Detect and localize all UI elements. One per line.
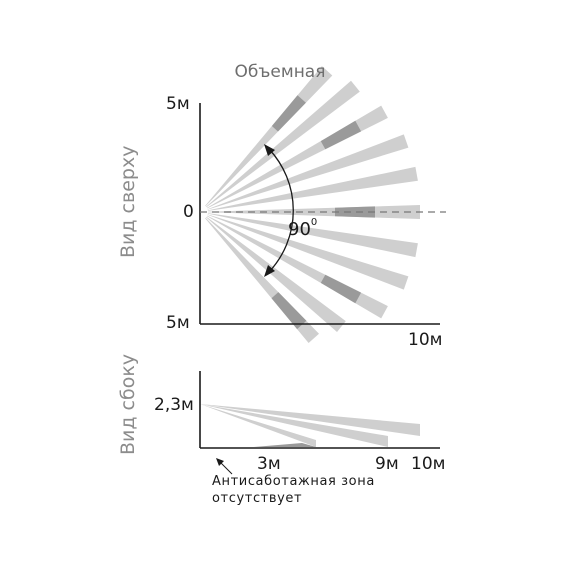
note-pointer-arrow	[216, 458, 224, 466]
side-view-beams	[200, 404, 420, 447]
side-view-label: Вид сбоку	[117, 353, 139, 455]
top-beam-dark-segment	[320, 120, 362, 150]
top-beam-dark-segment	[320, 274, 362, 304]
angle-arrow-top	[264, 144, 275, 156]
top-view-label: Вид сверху	[117, 145, 139, 258]
top-beam	[206, 216, 346, 332]
top-beam-dark-segment	[335, 206, 375, 218]
top-beam	[207, 213, 418, 258]
side-view-tick-10m: 10м	[411, 454, 446, 474]
top-beam	[206, 80, 360, 208]
side-beam-short	[200, 404, 316, 447]
top-view-zero-label: 0	[183, 202, 194, 222]
side-beam-mid	[200, 404, 388, 447]
angle-unit: 0	[310, 217, 318, 228]
angle-value: 90	[288, 219, 311, 240]
anti-sabotage-note-line1: Антисаботажная зона	[212, 474, 375, 489]
side-view-tick-3m: 3м	[257, 454, 281, 474]
angle-arrow-bottom	[264, 265, 275, 277]
side-view-height-label: 2,3м	[154, 395, 194, 415]
side-view-tick-9m: 9м	[375, 454, 399, 474]
top-view-y-bottom-label: 5м	[166, 313, 190, 333]
angle-label: 900	[288, 217, 318, 240]
top-view-x-end-label: 10м	[408, 330, 443, 350]
top-beam	[207, 166, 418, 211]
top-beam	[207, 134, 409, 210]
diagram-title: Объемная	[234, 62, 326, 82]
top-view-beams	[205, 66, 420, 343]
anti-sabotage-note-line2: отсутствует	[212, 491, 303, 506]
side-beam-dark-segment	[254, 443, 316, 447]
top-beam-dark-segment	[271, 95, 306, 132]
top-beam	[205, 66, 333, 207]
top-beam	[207, 214, 409, 290]
top-view-y-top-label: 5м	[166, 94, 190, 114]
angle-arc	[268, 148, 294, 273]
side-beam-long	[200, 404, 420, 436]
top-beam-dark-segment	[271, 292, 307, 330]
